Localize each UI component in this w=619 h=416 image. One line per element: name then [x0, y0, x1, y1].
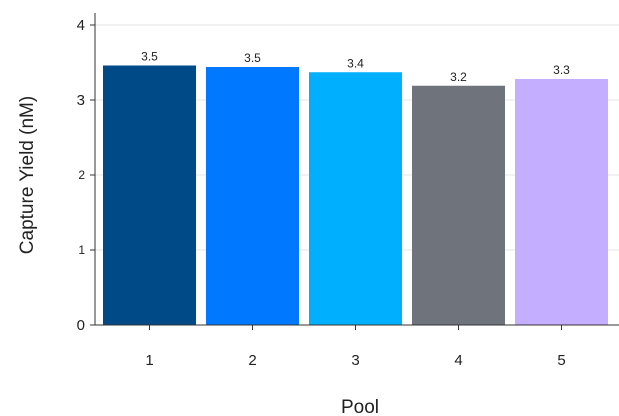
y-tick-label-3: 3 [77, 92, 85, 109]
x-axis-ticks: 1 2 3 4 5 [145, 325, 566, 369]
x-tick-label-1: 1 [145, 352, 153, 369]
data-label-1: 3.5 [141, 50, 158, 64]
x-axis-title: Pool [341, 397, 379, 416]
data-label-2: 3.5 [244, 51, 261, 65]
x-tick-label-4: 4 [454, 352, 462, 369]
y-tick-label-4: 4 [77, 17, 85, 34]
x-tick-label-3: 3 [351, 352, 359, 369]
x-tick-label-2: 2 [248, 352, 256, 369]
x-tick-label-5: 5 [557, 352, 565, 369]
bar-3 [309, 72, 402, 325]
y-axis-ticks: 0 1 2 3 4 [77, 17, 95, 334]
bars [103, 65, 608, 325]
bar-5 [515, 79, 608, 325]
data-label-4: 3.2 [450, 70, 467, 84]
y-axis-title: Capture Yield (nM) [17, 96, 38, 254]
bar-4 [412, 85, 505, 325]
y-tick-label-0: 0 [77, 317, 85, 334]
data-label-5: 3.3 [553, 63, 570, 77]
data-labels: 3.5 3.5 3.4 3.2 3.3 [141, 50, 570, 84]
data-label-3: 3.4 [347, 56, 364, 70]
bar-2 [206, 67, 299, 325]
y-tick-label-1: 1 [78, 243, 85, 257]
bar-1 [103, 65, 196, 325]
y-tick-label-2: 2 [78, 168, 85, 182]
